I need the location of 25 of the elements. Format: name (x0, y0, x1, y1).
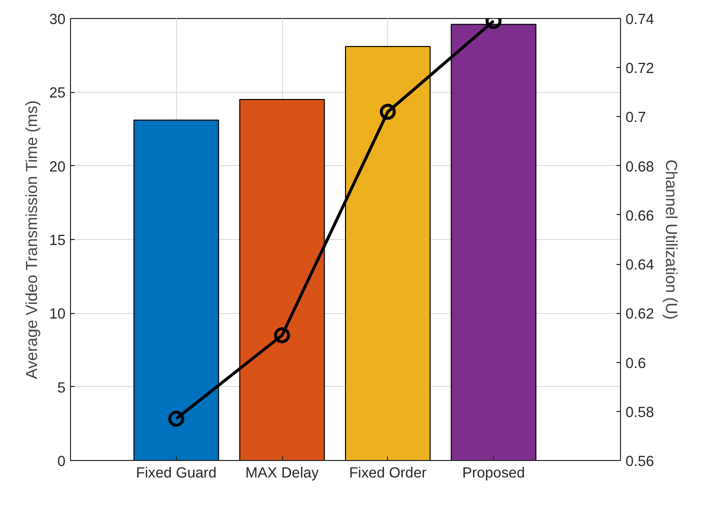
y-axis-title: Average Video Transmission Time (ms) (24, 100, 42, 380)
y2-tick-label: 0.66 (626, 208, 654, 224)
x-tick-label: MAX Delay (245, 466, 320, 482)
y-tick-label: 0 (57, 454, 66, 470)
y2-tick-label: 0.62 (626, 306, 654, 323)
y-tick-label: 15 (49, 233, 66, 249)
y2-tick-label: 0.72 (626, 61, 654, 78)
x-tick-label: Fixed Order (349, 466, 427, 482)
y-tick-label: 20 (49, 159, 66, 176)
y2-axis-title: Channel Utilization (U) (662, 159, 680, 320)
y-tick-label: 25 (49, 86, 66, 102)
y2-tick-label: 0.64 (626, 258, 654, 274)
y2-tick-label: 0.6 (626, 356, 646, 372)
x-tick-label: Fixed Guard (136, 466, 217, 482)
y-tick-label: 10 (49, 306, 66, 323)
y2-tick-label: 0.7 (626, 110, 646, 126)
y2-tick-label: 0.74 (626, 12, 654, 28)
x-tick-label: Proposed (462, 466, 525, 482)
y2-tick-label: 0.56 (626, 454, 654, 470)
y2-tick-label: 0.58 (626, 404, 654, 421)
point (274, 327, 290, 344)
point (168, 410, 184, 427)
y-tick-label: 5 (57, 380, 66, 396)
y-tick-label: 30 (49, 12, 66, 28)
y2-tick-label: 0.68 (626, 159, 654, 176)
